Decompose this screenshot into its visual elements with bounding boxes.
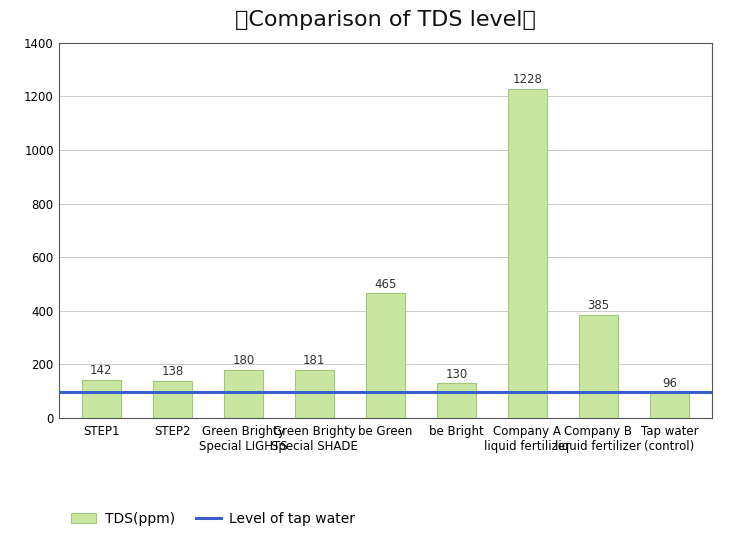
Bar <box>508 89 547 418</box>
Text: 181: 181 <box>303 354 326 367</box>
Bar <box>579 315 618 418</box>
Text: 465: 465 <box>374 278 396 291</box>
Legend: TDS(ppm), Level of tap water: TDS(ppm), Level of tap water <box>65 506 360 531</box>
Bar <box>650 392 689 418</box>
Bar <box>437 383 476 418</box>
Text: 138: 138 <box>161 366 184 378</box>
Text: 130: 130 <box>446 368 468 381</box>
Title: 【Comparison of TDS level】: 【Comparison of TDS level】 <box>235 10 536 30</box>
Bar <box>81 380 121 418</box>
Text: 96: 96 <box>662 377 677 390</box>
Text: 180: 180 <box>232 354 255 367</box>
Bar <box>366 294 405 418</box>
Bar <box>153 381 192 418</box>
Text: 1228: 1228 <box>512 73 542 86</box>
Text: 385: 385 <box>587 299 609 312</box>
Bar <box>295 370 334 418</box>
Text: 142: 142 <box>90 364 112 377</box>
Bar <box>224 370 263 418</box>
